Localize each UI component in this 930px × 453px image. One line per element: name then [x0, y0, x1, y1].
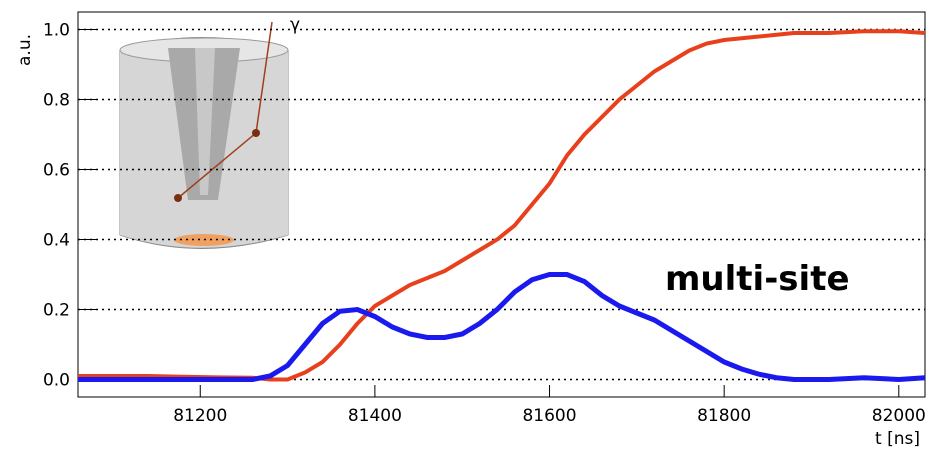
series-line: [78, 272, 926, 383]
annotation: multi-site: [665, 259, 850, 299]
series-line: [78, 29, 926, 382]
y-axis-label: a.u.: [15, 34, 35, 66]
x-tick-label: 81200: [173, 406, 227, 426]
y-tick-label: 0.8: [43, 91, 70, 111]
x-axis-label: t [ns]: [875, 429, 920, 449]
x-tick-label: 81400: [348, 406, 402, 426]
y-tick-label: 0.4: [43, 231, 70, 251]
gamma-label: γ: [290, 15, 300, 35]
detector-inset: [119, 21, 289, 249]
plot-frame: [77, 11, 926, 398]
x-tick-label: 82000: [872, 406, 926, 426]
y-tick-label: 0.0: [43, 371, 70, 391]
y-tick-label: 1.0: [43, 21, 70, 41]
x-tick-label: 81600: [522, 406, 576, 426]
y-tick-label: 0.2: [43, 301, 70, 321]
y-tick-label: 0.6: [43, 161, 70, 181]
x-tick-label: 81800: [697, 406, 751, 426]
